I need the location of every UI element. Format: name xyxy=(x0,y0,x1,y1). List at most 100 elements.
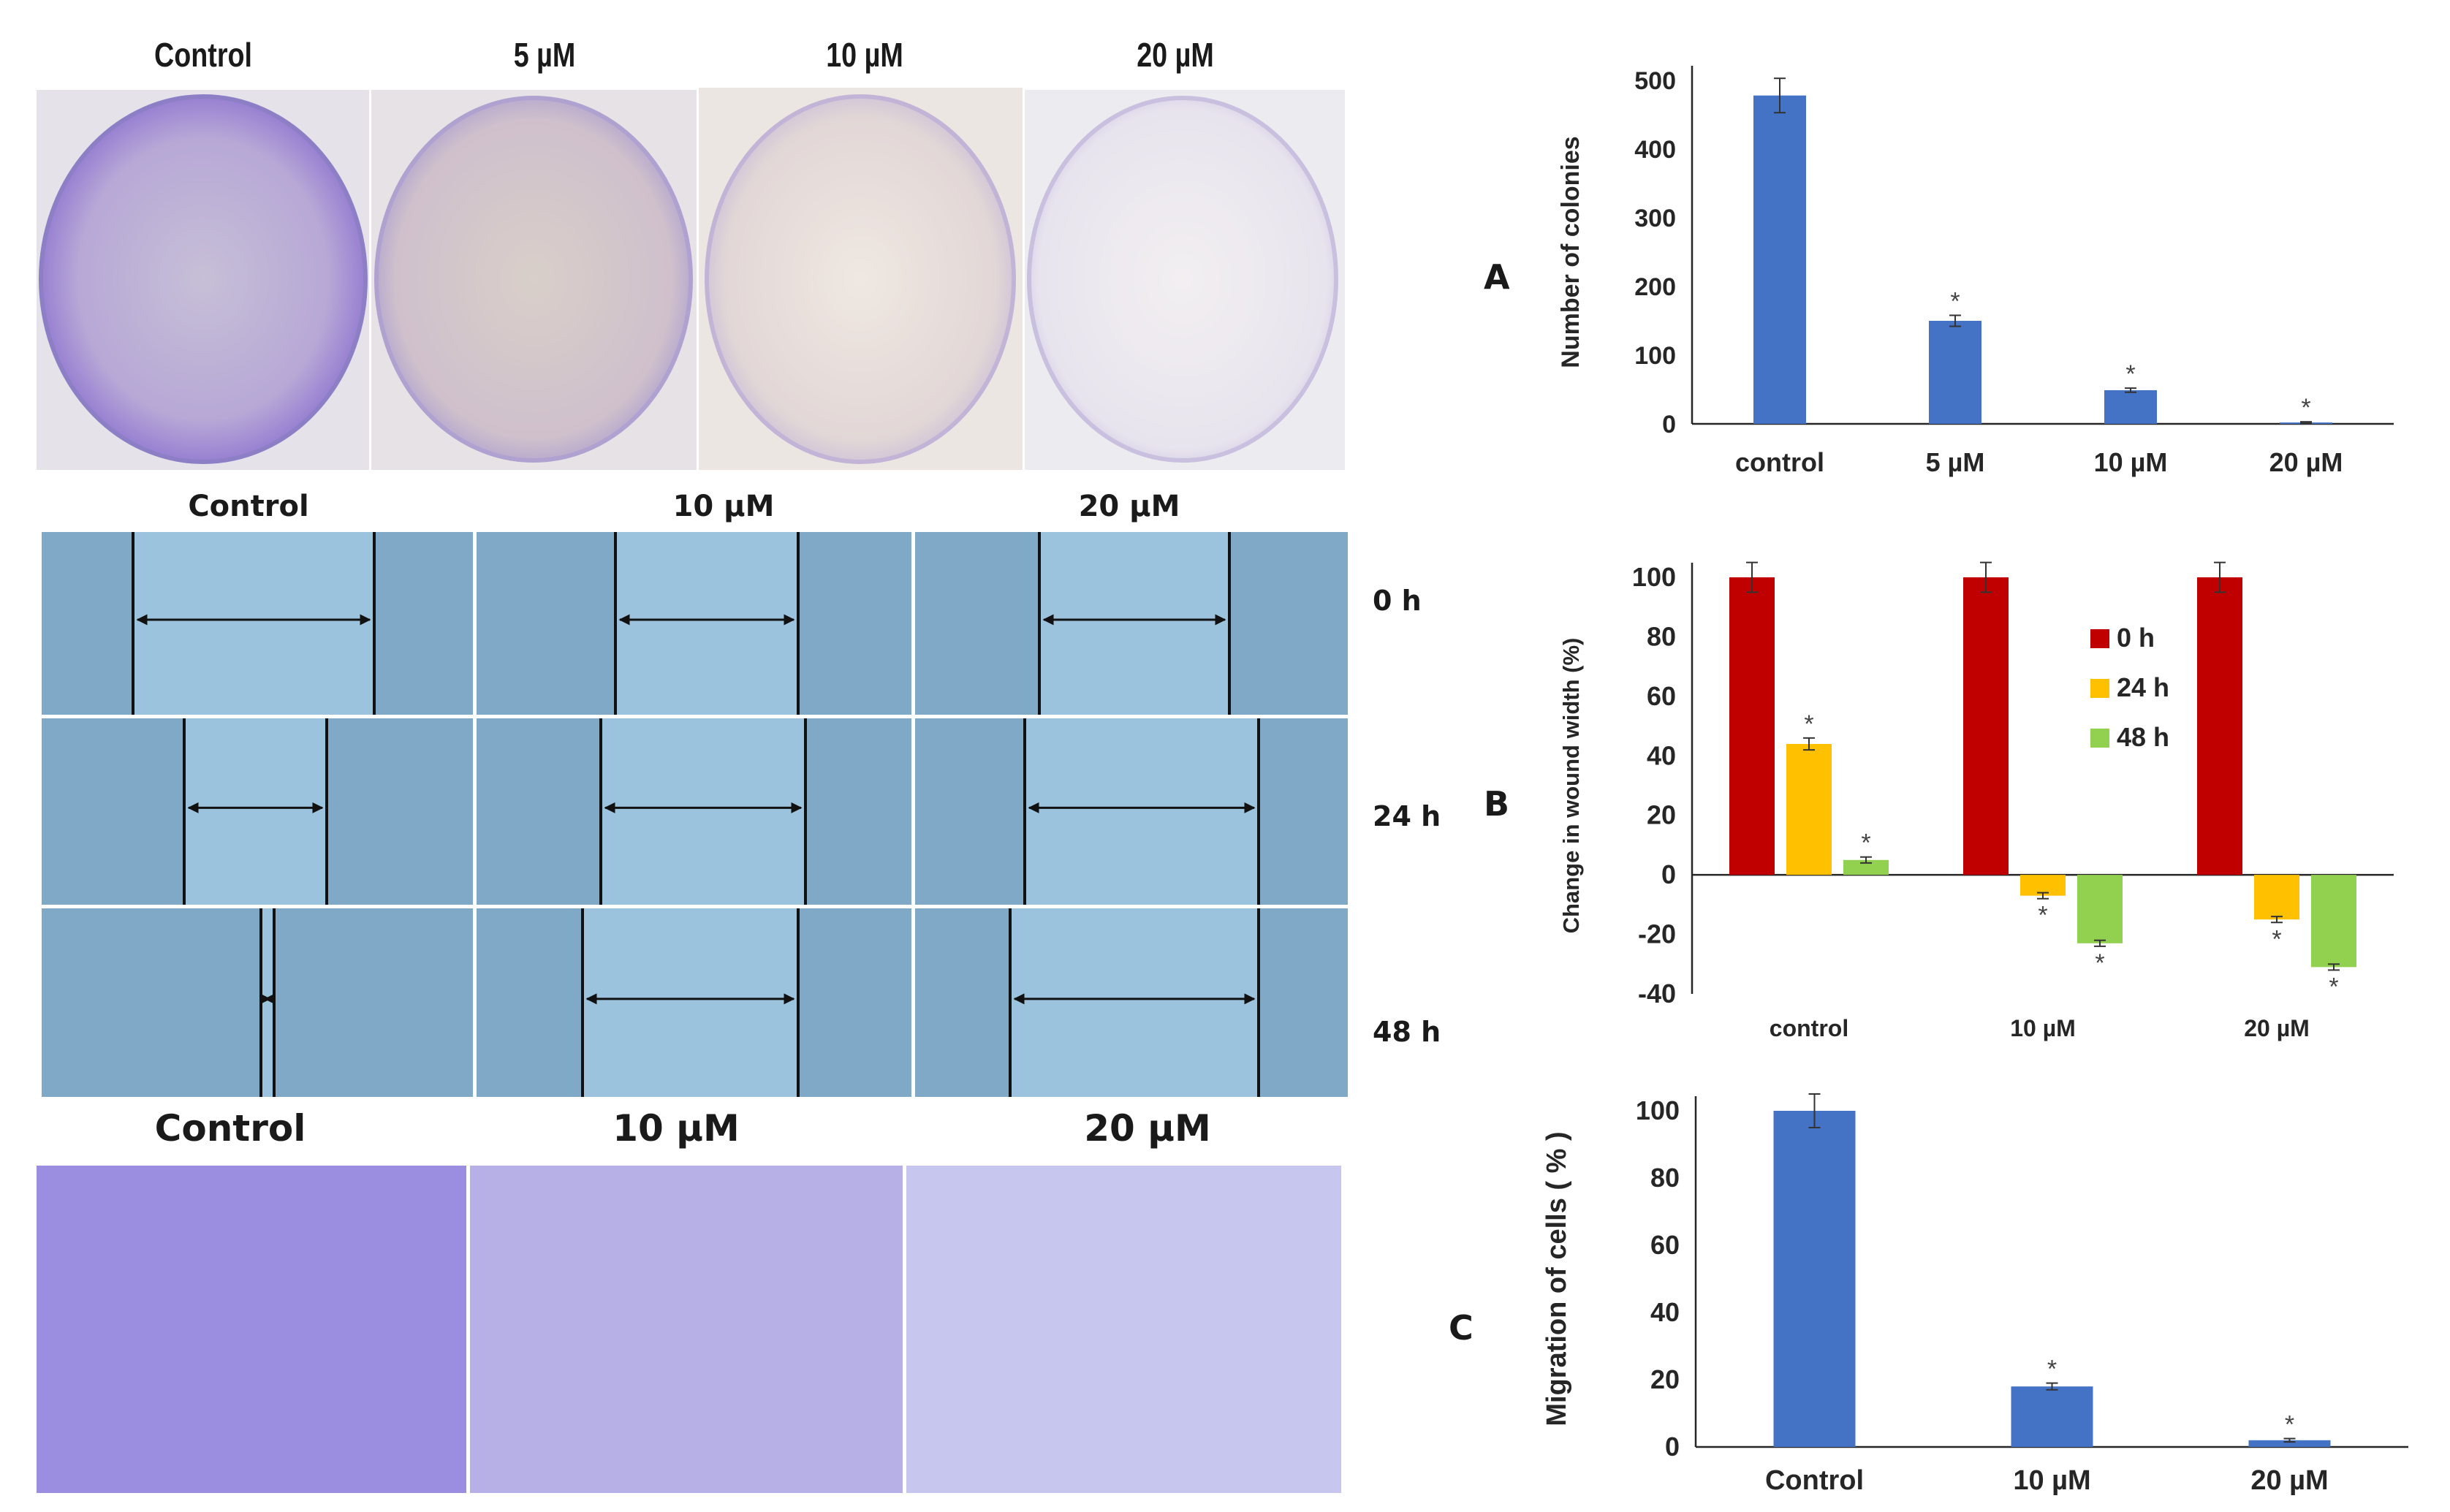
y-tick-label: 100 xyxy=(1636,1095,1680,1125)
x-tick-label: 10 µM xyxy=(2010,1015,2076,1041)
wound-header-10um: 10 µM xyxy=(672,490,775,523)
invasion-header-10um: 10 µM xyxy=(612,1107,740,1150)
wound-image-tile xyxy=(477,718,911,905)
bar xyxy=(2197,577,2242,875)
legend-swatch xyxy=(2090,629,2109,648)
colony-plate-images xyxy=(37,88,1345,470)
y-axis-label: Change in wound width (%) xyxy=(1558,638,1584,934)
bar xyxy=(1963,577,2009,875)
bar xyxy=(1786,744,1832,875)
bar xyxy=(2104,390,2157,424)
time-label-0h: 0 h xyxy=(1373,585,1422,617)
invasion-image-tile xyxy=(906,1166,1341,1493)
panel-label-b: B xyxy=(1484,784,1510,824)
x-tick-label: 10 µM xyxy=(2013,1465,2090,1496)
legend-label: 24 h xyxy=(2117,672,2169,702)
y-tick-label: 80 xyxy=(1650,1163,1680,1193)
significance-marker: * xyxy=(1861,829,1870,857)
y-tick-label: 60 xyxy=(1650,1230,1680,1260)
x-tick-label: 20 µM xyxy=(2244,1015,2310,1041)
y-tick-label: 300 xyxy=(1634,205,1676,232)
legend-swatch xyxy=(2090,729,2109,748)
plate-image-5um xyxy=(371,90,697,470)
y-tick-label: 100 xyxy=(1634,342,1676,370)
wound-image-tile xyxy=(915,532,1348,715)
chart-c-migration: 0 20 40 60 80 100 Migration of cells ( % ) Cont… xyxy=(1541,1093,2408,1496)
significance-marker: * xyxy=(2329,973,2338,1000)
bar xyxy=(2248,1440,2331,1447)
bar xyxy=(1729,577,1775,875)
time-label-24h: 24 h xyxy=(1373,800,1441,832)
plate-header-5um: 5 µM xyxy=(513,36,576,74)
wound-image-tile xyxy=(42,718,473,905)
y-tick-label: 0 xyxy=(1665,1432,1680,1462)
y-tick-label: 500 xyxy=(1634,67,1676,95)
bar xyxy=(1753,95,1806,424)
significance-marker: * xyxy=(2301,394,2310,422)
chart-a-colonies: 0 100 200 300 400 500 Number of colonies contro… xyxy=(1557,66,2394,477)
legend-label: 0 h xyxy=(2117,623,2155,653)
x-tick-label: 10 µM xyxy=(2094,447,2168,477)
legend-label: 48 h xyxy=(2117,722,2169,752)
y-tick-label: -20 xyxy=(1638,919,1676,949)
wound-image-tile xyxy=(42,532,473,715)
wound-header-control: Control xyxy=(188,490,309,523)
y-tick-label: 200 xyxy=(1634,273,1676,301)
significance-marker: * xyxy=(2095,949,2104,977)
invasion-header-control: Control xyxy=(154,1107,306,1150)
significance-marker: * xyxy=(2285,1411,2294,1439)
wound-image-tile xyxy=(477,532,911,715)
y-axis-label: Number of colonies xyxy=(1557,136,1585,368)
wound-image-tile xyxy=(915,908,1348,1097)
invasion-images xyxy=(37,1166,1341,1493)
significance-marker: * xyxy=(2272,925,2281,953)
y-tick-label: 0 xyxy=(1661,859,1676,889)
panel-label-c: C xyxy=(1449,1308,1474,1348)
plate-image-control xyxy=(37,90,369,470)
bar xyxy=(2254,875,2299,920)
bar xyxy=(1773,1111,1856,1447)
wound-header-20um: 20 µM xyxy=(1078,490,1180,523)
bar xyxy=(2011,1386,2093,1447)
significance-marker: * xyxy=(2038,902,2047,930)
plate-header-20um: 20 µM xyxy=(1137,36,1214,74)
wound-healing-images xyxy=(42,532,1348,1097)
chart-b-wound-width: -40 -20 0 20 40 60 80 100 Change in wound width … xyxy=(1558,561,2394,1041)
x-tick-label: control xyxy=(1735,447,1824,477)
y-tick-label: 40 xyxy=(1650,1297,1680,1327)
plate-header-10um: 10 µM xyxy=(826,36,903,74)
y-tick-label: 0 xyxy=(1662,411,1676,438)
plate-image-20um xyxy=(1025,90,1345,470)
panel-label-a: A xyxy=(1484,257,1510,297)
bar xyxy=(1843,859,1889,875)
y-axis-label: Migration of cells ( % ) xyxy=(1541,1131,1572,1426)
plate-header-control: Control xyxy=(153,36,253,74)
y-tick-label: 80 xyxy=(1647,621,1676,651)
invasion-image-tile xyxy=(37,1166,466,1493)
significance-marker: * xyxy=(1804,710,1813,738)
y-tick-label: 20 xyxy=(1650,1364,1680,1394)
y-tick-label: 400 xyxy=(1634,136,1676,164)
y-tick-label: 60 xyxy=(1647,681,1676,711)
x-tick-label: 5 µM xyxy=(1926,447,1985,477)
y-tick-label: -40 xyxy=(1638,979,1676,1008)
bar xyxy=(2077,875,2123,943)
x-tick-label: 20 µM xyxy=(2250,1465,2328,1496)
invasion-header-20um: 20 µM xyxy=(1084,1107,1211,1150)
y-tick-label: 40 xyxy=(1647,740,1676,770)
plate-image-10um xyxy=(699,88,1023,470)
x-tick-label: 20 µM xyxy=(2269,447,2343,477)
wound-image-tile xyxy=(915,718,1348,905)
bar xyxy=(2311,875,2356,968)
significance-marker: * xyxy=(1950,287,1960,315)
x-tick-label: Control xyxy=(1765,1465,1864,1496)
wound-image-tile xyxy=(477,908,911,1097)
legend-swatch xyxy=(2090,679,2109,698)
time-label-48h: 48 h xyxy=(1373,1016,1441,1048)
x-tick-label: control xyxy=(1770,1015,1848,1041)
y-tick-label: 20 xyxy=(1647,800,1676,830)
significance-marker: * xyxy=(2047,1356,2057,1383)
significance-marker: * xyxy=(2125,360,2135,388)
y-tick-label: 100 xyxy=(1632,562,1676,592)
wound-image-tile xyxy=(42,908,473,1097)
